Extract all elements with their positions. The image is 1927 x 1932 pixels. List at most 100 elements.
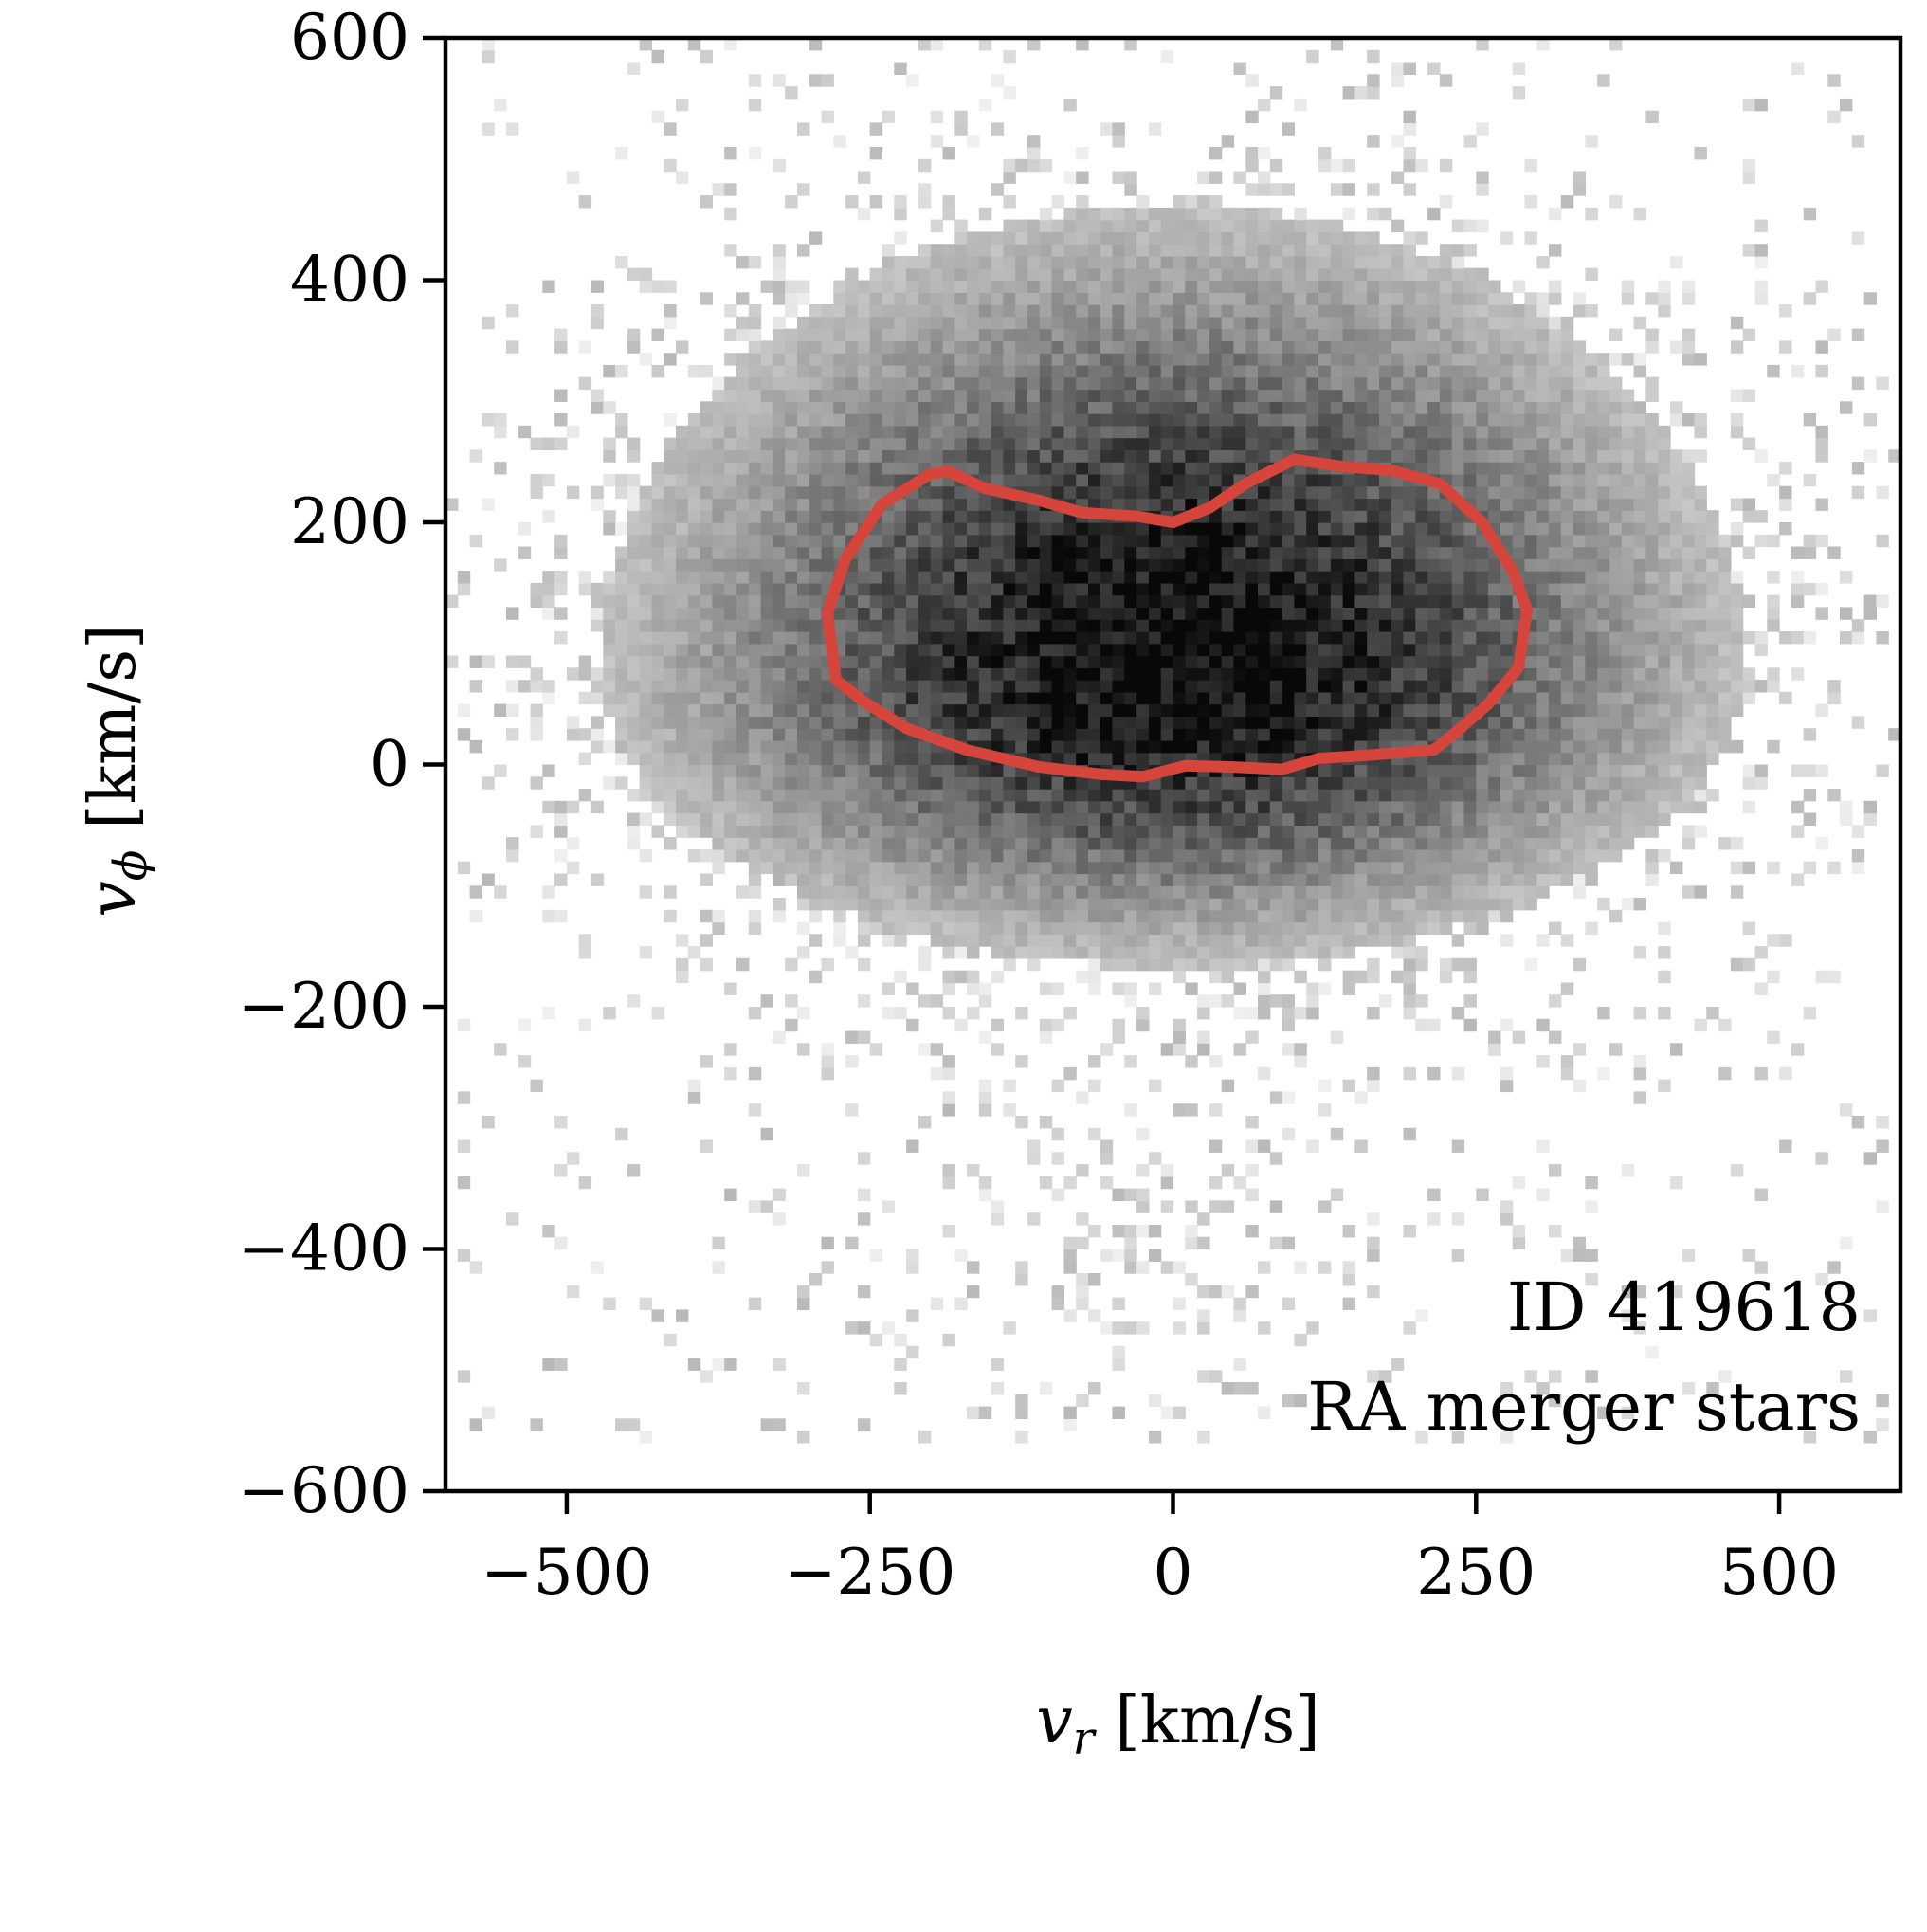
- heatmap-bin: [1197, 848, 1210, 863]
- heatmap-bin: [1197, 582, 1210, 596]
- heatmap-bin: [1160, 716, 1174, 729]
- heatmap-bin: [1209, 582, 1223, 596]
- heatmap-bin: [627, 994, 641, 1008]
- heatmap-bin: [833, 825, 846, 838]
- heatmap-bin: [700, 752, 713, 766]
- heatmap-bin: [1354, 716, 1368, 729]
- heatmap-bin: [1500, 340, 1514, 354]
- heatmap-bin: [1451, 1066, 1465, 1081]
- heatmap-bin: [1463, 473, 1477, 487]
- heatmap-bin: [1051, 195, 1064, 209]
- heatmap-bin: [1160, 739, 1174, 754]
- heatmap-bin: [1209, 171, 1223, 184]
- heatmap-bin: [700, 413, 713, 427]
- heatmap-bin: [651, 510, 664, 523]
- heatmap-bin: [833, 764, 846, 777]
- heatmap-bin: [1269, 558, 1283, 572]
- heatmap-bin: [991, 643, 1004, 657]
- heatmap-bin: [554, 534, 568, 548]
- heatmap-bin: [869, 752, 883, 766]
- heatmap-bin: [906, 389, 919, 402]
- heatmap-bin: [1391, 546, 1405, 559]
- heatmap-bin: [1367, 898, 1380, 911]
- heatmap-bin: [845, 728, 859, 741]
- heatmap-bin: [627, 667, 641, 681]
- heatmap-bin: [1415, 304, 1428, 318]
- heatmap-bin: [676, 571, 689, 584]
- heatmap-bin: [1185, 328, 1198, 341]
- heatmap-bin: [1160, 49, 1174, 64]
- heatmap-bin: [664, 739, 677, 754]
- heatmap-bin: [494, 764, 507, 777]
- heatmap-bin: [1160, 873, 1174, 886]
- heatmap-bin: [1027, 873, 1041, 886]
- heatmap-bin: [1221, 256, 1235, 269]
- heatmap-bin: [942, 304, 955, 318]
- heatmap-bin: [954, 703, 968, 717]
- heatmap-bin: [894, 825, 907, 838]
- heatmap-bin: [1185, 607, 1198, 620]
- heatmap-bin: [1003, 848, 1016, 863]
- heatmap-bin: [1318, 389, 1332, 402]
- heatmap-bin: [1342, 776, 1355, 790]
- heatmap-bin: [1209, 728, 1223, 741]
- heatmap-bin: [1306, 376, 1319, 391]
- heatmap-bin: [1039, 316, 1053, 330]
- heatmap-bin: [967, 316, 980, 330]
- heatmap-bin: [1391, 413, 1405, 427]
- heatmap-bin: [724, 498, 737, 511]
- heatmap-bin: [1233, 522, 1246, 536]
- heatmap-bin: [1124, 607, 1137, 620]
- heatmap-bin: [1197, 994, 1210, 1008]
- heatmap-bin: [530, 825, 543, 838]
- heatmap-bin: [627, 837, 641, 850]
- heatmap-bin: [954, 934, 968, 947]
- heatmap-bin: [1500, 861, 1514, 875]
- heatmap-bin: [687, 571, 701, 584]
- heatmap-bin: [1342, 655, 1355, 668]
- heatmap-bin: [1112, 631, 1125, 645]
- heatmap-bin: [1160, 861, 1174, 875]
- heatmap-bin: [991, 122, 1004, 136]
- heatmap-bin: [712, 437, 725, 450]
- heatmap-bin: [773, 607, 786, 620]
- heatmap-bin: [918, 619, 932, 632]
- heatmap-bin: [1269, 691, 1283, 705]
- heatmap-bin: [1173, 691, 1186, 705]
- heatmap-bin: [1367, 909, 1380, 923]
- heatmap-bin: [591, 607, 604, 620]
- heatmap-bin: [1282, 376, 1295, 391]
- heatmap-bin: [1124, 885, 1137, 899]
- heatmap-bin: [1148, 1394, 1162, 1408]
- heatmap-bin: [1258, 680, 1271, 693]
- heatmap-bin: [1403, 534, 1416, 548]
- heatmap-bin: [1027, 425, 1041, 439]
- heatmap-bin: [1427, 848, 1441, 863]
- heatmap-bin: [1512, 401, 1526, 414]
- heatmap-bin: [1197, 789, 1210, 802]
- heatmap-bin: [1427, 558, 1441, 572]
- heatmap-bin: [1367, 691, 1380, 705]
- heatmap-bin: [1063, 752, 1077, 766]
- heatmap-bin: [1512, 728, 1526, 741]
- heatmap-bin: [1524, 1370, 1537, 1383]
- heatmap-bin: [773, 546, 786, 559]
- heatmap-bin: [1379, 316, 1392, 330]
- heatmap-bin: [894, 328, 907, 341]
- heatmap-bin: [1124, 848, 1137, 863]
- heatmap-bin: [845, 873, 859, 886]
- heatmap-bin: [736, 389, 750, 402]
- heatmap-bin: [821, 353, 834, 366]
- heatmap-bin: [748, 848, 762, 863]
- heatmap-bin: [1476, 498, 1489, 511]
- heatmap-bin: [942, 389, 955, 402]
- heatmap-bin: [1463, 1018, 1477, 1032]
- heatmap-bin: [615, 364, 628, 378]
- heatmap-bin: [1124, 582, 1137, 596]
- heatmap-bin: [615, 703, 628, 717]
- heatmap-bin: [1463, 680, 1477, 693]
- heatmap-bin: [1112, 716, 1125, 729]
- heatmap-bin: [906, 752, 919, 766]
- heatmap-bin: [664, 789, 677, 802]
- heatmap-bin: [1039, 716, 1053, 729]
